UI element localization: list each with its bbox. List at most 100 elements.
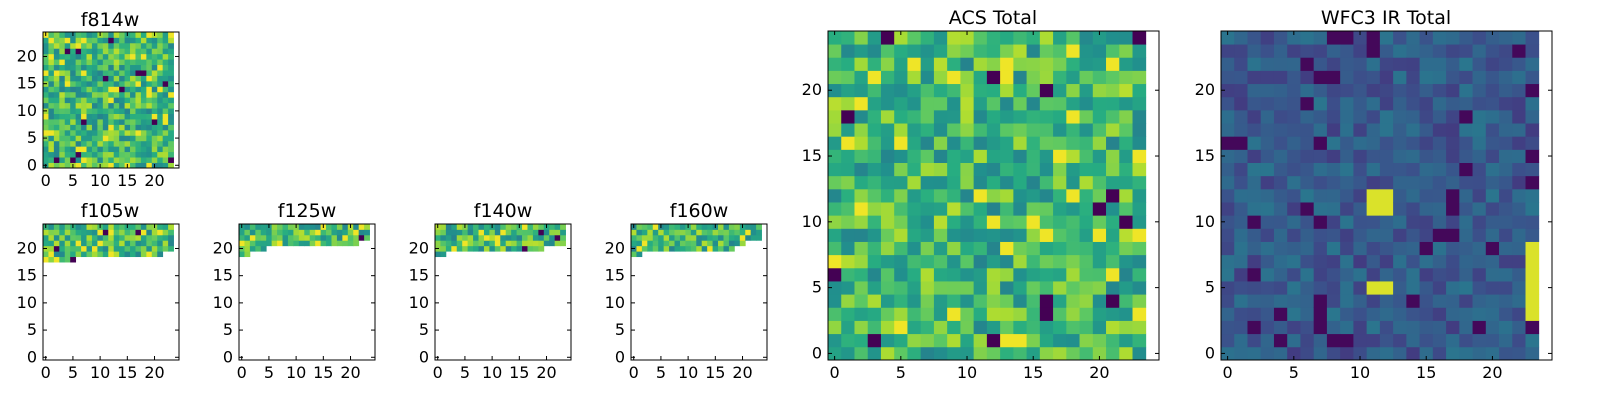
- heatmap-cell: [1499, 57, 1513, 71]
- heatmap-cell: [933, 83, 948, 98]
- heatmap-cell: [146, 75, 153, 82]
- heatmap-cell: [157, 53, 164, 60]
- heatmap-cell: [124, 75, 131, 82]
- heatmap-cell: [1419, 175, 1434, 190]
- heatmap-cell: [473, 224, 479, 230]
- heatmap-cell: [854, 136, 869, 150]
- heatmap-cells: [43, 224, 174, 263]
- heatmap-cell: [462, 229, 469, 236]
- heatmap-cell: [140, 42, 147, 49]
- heatmap-cell: [947, 149, 961, 163]
- heatmap-cell: [86, 146, 93, 153]
- heatmap-cell: [933, 109, 948, 124]
- heatmap-cell: [119, 129, 125, 136]
- heatmap-cell: [728, 240, 735, 247]
- heatmap-cell: [70, 240, 77, 247]
- heatmap-cell: [75, 108, 82, 114]
- heatmap-cell: [1353, 333, 1368, 348]
- heatmap-cell: [920, 294, 935, 308]
- axes-frame: [434, 223, 572, 361]
- heatmap-cell: [1313, 83, 1328, 98]
- heatmap-cell: [1459, 202, 1473, 216]
- heatmap-cell: [108, 48, 115, 55]
- x-tick-label: 5: [460, 363, 470, 382]
- x-tick-label: 20: [1482, 363, 1502, 382]
- heatmap-cell: [1273, 162, 1288, 177]
- heatmap-cell: [1326, 31, 1341, 45]
- heatmap-cell: [1273, 281, 1288, 295]
- heatmap-cell: [1092, 228, 1107, 242]
- heatmap-cell: [75, 59, 82, 66]
- heatmap-cell: [1459, 136, 1473, 150]
- heatmap-cell: [685, 229, 692, 236]
- heatmap-cell: [59, 234, 66, 241]
- heatmap-cell: [489, 245, 496, 252]
- heatmap-cell: [1079, 109, 1094, 124]
- heatmap-cell: [298, 240, 305, 247]
- heatmap-cell: [75, 64, 82, 71]
- heatmap-cell: [647, 245, 654, 252]
- heatmap-cell: [97, 86, 104, 93]
- heatmap-cell: [326, 234, 332, 241]
- heatmap-cell: [1106, 162, 1120, 177]
- heatmap-cell: [854, 228, 869, 242]
- heatmap-cell: [48, 229, 55, 236]
- heatmap-cell: [1432, 83, 1447, 98]
- heatmap-cell: [162, 108, 169, 114]
- heatmap-cell: [636, 234, 643, 241]
- heatmap-cell: [135, 102, 142, 109]
- heatmap-cell: [1247, 136, 1262, 150]
- heatmap-cell: [828, 175, 842, 190]
- heatmap-cell: [435, 240, 441, 247]
- heatmap-cell: [1300, 228, 1315, 242]
- heatmap-cell: [75, 32, 82, 38]
- heatmap-cell: [1525, 346, 1540, 361]
- heatmap-cell: [70, 135, 77, 142]
- heatmap-cell: [70, 129, 77, 136]
- heatmap-cell: [1092, 175, 1107, 190]
- heatmap-cell: [867, 281, 882, 295]
- heatmap-cell: [108, 91, 115, 98]
- heatmap-cell: [146, 229, 153, 236]
- heatmap-cell: [685, 240, 692, 247]
- heatmap-cell: [271, 234, 278, 241]
- heatmap-cell: [1106, 109, 1120, 124]
- heatmap-cell: [70, 108, 77, 114]
- heatmap-cell: [894, 267, 908, 282]
- heatmap-cell: [135, 245, 142, 252]
- heatmap-cell: [1300, 175, 1315, 190]
- heatmap-cell: [907, 136, 922, 150]
- heatmap-cell: [467, 240, 474, 247]
- heatmap-cell: [119, 108, 125, 114]
- heatmap-cell: [1234, 294, 1248, 308]
- heatmap-cell: [478, 234, 485, 241]
- heatmap-cell: [756, 234, 762, 241]
- heatmap-cell: [1446, 96, 1460, 111]
- heatmap-cell: [130, 48, 136, 55]
- heatmap-cell: [1366, 307, 1381, 321]
- heatmap-cell: [1472, 228, 1487, 242]
- heatmap-cell: [1485, 162, 1500, 177]
- heatmap-cell: [1106, 175, 1120, 190]
- heatmap-cell: [1446, 228, 1460, 242]
- heatmap-cell: [151, 97, 158, 104]
- heatmap-cell: [331, 224, 338, 230]
- heatmap-cell: [364, 234, 370, 241]
- heatmap-cell: [326, 240, 332, 247]
- heatmap-cell: [1106, 267, 1120, 282]
- heatmap-cell: [1446, 175, 1460, 190]
- heatmap-cell: [920, 228, 935, 242]
- heatmap-cell: [135, 75, 142, 82]
- heatmap-cell: [1119, 96, 1133, 111]
- heatmap-cell: [108, 97, 115, 104]
- heatmap-cell: [59, 251, 66, 258]
- heatmap-cell: [140, 91, 147, 98]
- heatmap-cell: [745, 234, 752, 241]
- heatmap-cell: [1066, 136, 1080, 150]
- heatmap-cell: [1132, 254, 1147, 269]
- heatmap-cell: [135, 251, 142, 258]
- heatmap-cell: [239, 240, 245, 247]
- heatmap-cell: [1260, 241, 1275, 256]
- heatmap-cell: [59, 64, 66, 71]
- heatmap-cell: [1393, 307, 1407, 321]
